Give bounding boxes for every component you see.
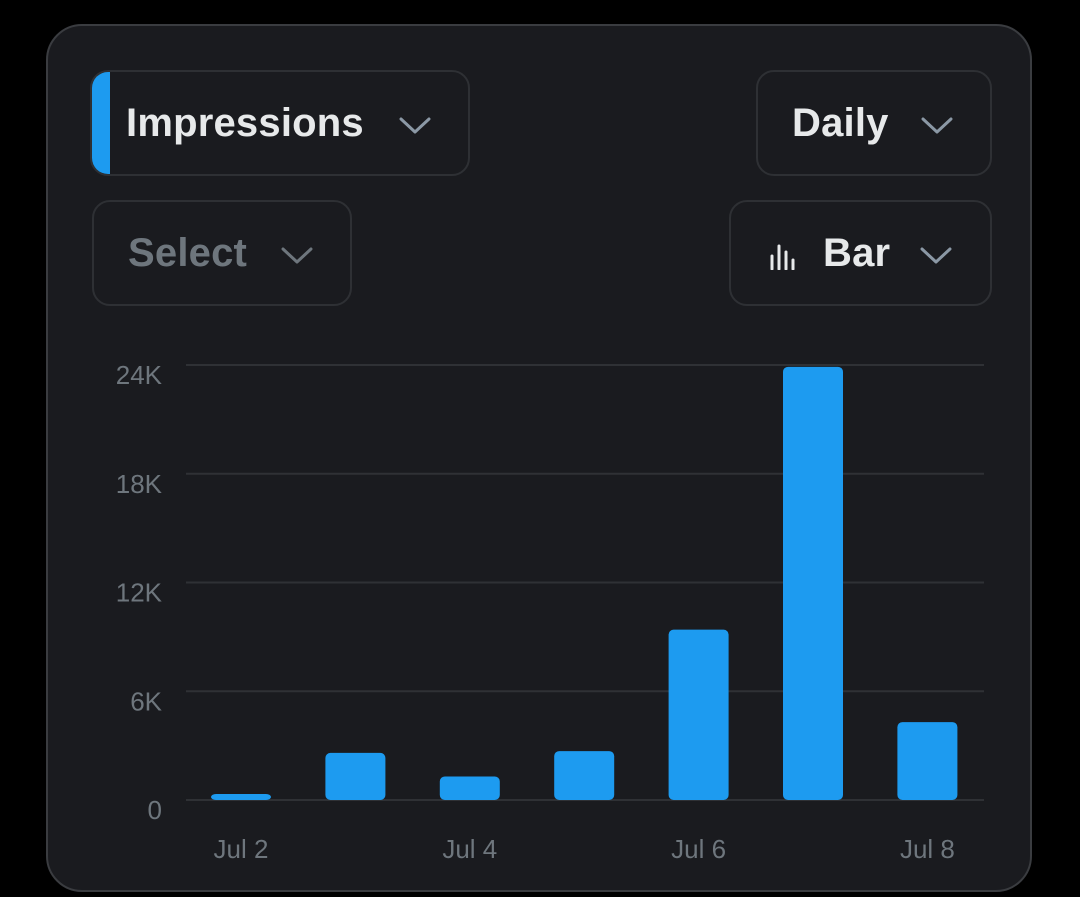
bar-chart-icon	[770, 244, 795, 270]
y-tick-label: 6K	[130, 686, 162, 716]
metric-color-indicator	[92, 72, 110, 174]
bar[interactable]	[783, 366, 843, 800]
x-tick-label: Jul 8	[900, 834, 955, 864]
chevron-down-icon	[921, 117, 953, 134]
period-dropdown-label: Daily	[792, 100, 889, 145]
chart-type-dropdown-label: Bar	[823, 230, 891, 275]
bar[interactable]	[668, 629, 729, 800]
x-tick-label: Jul 2	[214, 834, 269, 864]
chevron-down-icon	[281, 247, 313, 264]
bar[interactable]	[554, 751, 615, 800]
bar[interactable]	[897, 722, 958, 800]
period-dropdown[interactable]: Daily	[756, 70, 992, 176]
impressions-bar-chart: 0 6K 12K 18K 24K Jul 2 Jul 4 Jul 6 Jul 8	[116, 360, 984, 864]
bar[interactable]	[439, 776, 500, 800]
metric-dropdown-label: Impressions	[126, 100, 364, 145]
compare-dropdown[interactable]: Select	[92, 200, 352, 306]
chart-type-dropdown[interactable]: Bar	[729, 200, 992, 306]
y-tick-label: 18K	[116, 469, 163, 499]
bar[interactable]	[325, 752, 386, 800]
y-tick-label: 12K	[116, 578, 163, 608]
y-tick-label: 24K	[116, 360, 163, 390]
bar[interactable]	[211, 794, 271, 800]
x-tick-label: Jul 4	[442, 834, 497, 864]
compare-dropdown-placeholder: Select	[128, 230, 248, 275]
chevron-down-icon	[920, 247, 952, 264]
y-tick-label: 0	[148, 795, 162, 825]
metric-dropdown[interactable]: Impressions	[90, 70, 470, 176]
x-tick-label: Jul 6	[671, 834, 726, 864]
chevron-down-icon	[399, 117, 431, 134]
analytics-card: Impressions Daily Select Bar 0 6K 1	[46, 24, 1032, 892]
